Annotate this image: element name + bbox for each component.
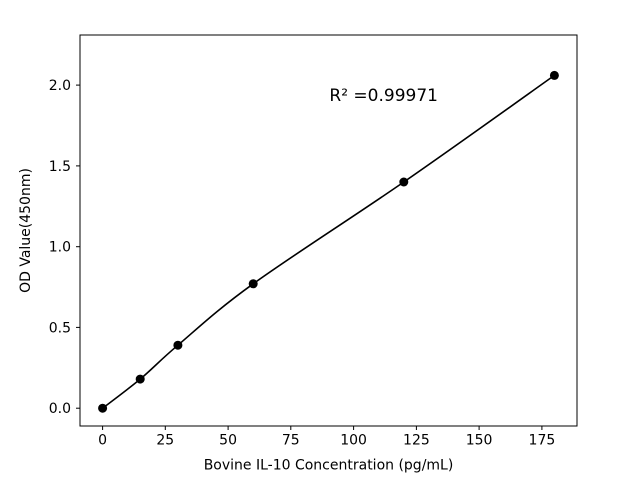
x-tick-label: 50: [219, 433, 237, 449]
data-point: [98, 403, 108, 413]
y-tick-label: 0.5: [49, 320, 71, 336]
x-tick-label: 175: [529, 433, 556, 449]
x-tick-label: 100: [340, 433, 367, 449]
y-tick-label: 1.0: [49, 240, 71, 256]
data-point: [135, 374, 145, 384]
x-tick-label: 125: [403, 433, 430, 449]
x-tick-label: 0: [98, 433, 107, 449]
x-axis-label: Bovine IL-10 Concentration (pg/mL): [204, 458, 454, 474]
x-tick-label: 75: [282, 433, 300, 449]
y-tick-label: 0.0: [49, 401, 71, 417]
x-tick-label: 150: [466, 433, 493, 449]
r-squared-annotation: R² =0.99971: [329, 86, 438, 106]
data-point: [173, 340, 183, 350]
plot-frame: [79, 34, 578, 427]
data-point: [248, 279, 258, 289]
data-point: [399, 177, 409, 187]
y-axis-label: OD Value(450nm): [18, 168, 34, 293]
data-point: [549, 70, 559, 80]
x-tick-label: 25: [156, 433, 174, 449]
y-tick-label: 2.0: [49, 78, 71, 94]
fit-line: [102, 74, 555, 409]
y-tick-label: 1.5: [49, 159, 71, 175]
